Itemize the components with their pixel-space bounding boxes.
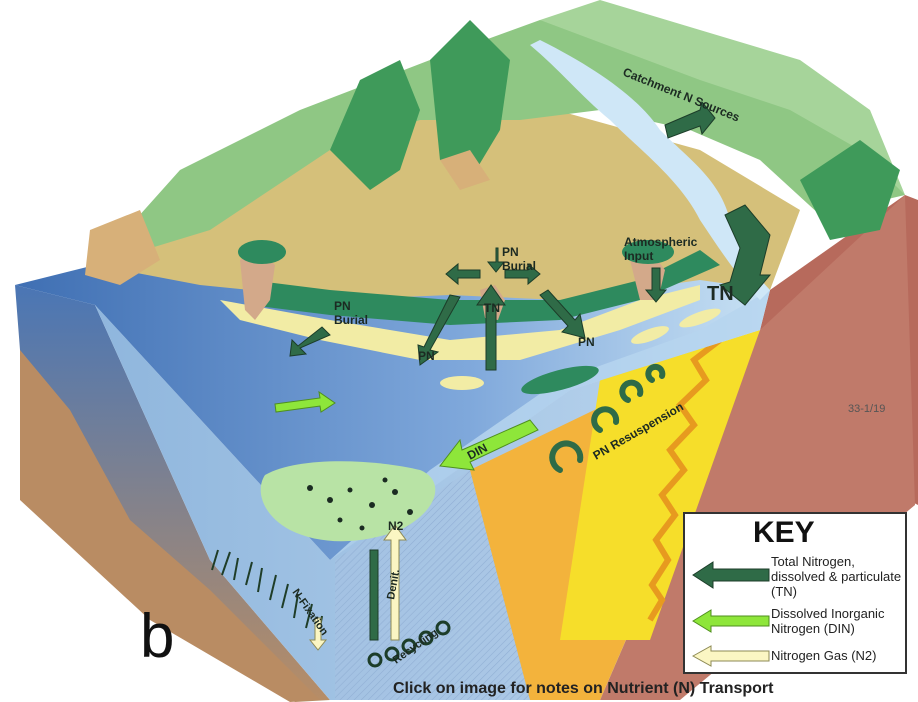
din-arrow-left xyxy=(274,390,336,413)
beach-sand xyxy=(220,285,700,360)
label-pn-burial-left-1: PN xyxy=(334,299,351,313)
key-text-tn: Total Nitrogen, dissolved & particulate … xyxy=(771,554,902,599)
shoal-3 xyxy=(631,326,669,344)
din-legend-arrow-icon xyxy=(692,609,770,633)
tn-arrow-burial-top xyxy=(486,247,506,273)
notes-link[interactable]: Click on image for notes on Nutrient (N)… xyxy=(393,680,774,697)
seagrass xyxy=(211,549,323,641)
resuspension-curls xyxy=(549,363,666,473)
tn-arrow-center-up xyxy=(476,284,506,371)
legend-key: KEY Total Nitrogen, dissolved & particul… xyxy=(683,512,907,674)
cliff-mid xyxy=(440,150,490,190)
key-item-din: Dissolved Inorganic Nitrogen (DIN) xyxy=(687,604,905,640)
sediment-sawtooth xyxy=(647,337,722,622)
far-hills xyxy=(540,0,905,195)
din-arrows xyxy=(274,390,539,471)
ridge-left xyxy=(330,60,420,190)
tn-arrow-atmos xyxy=(644,267,668,303)
tn-arrow-burial-left xyxy=(289,326,331,357)
tn-arrow-recycle-down xyxy=(369,549,379,641)
left-side-face xyxy=(15,285,330,702)
key-item-tn: Total Nitrogen, dissolved & particulate … xyxy=(687,554,905,604)
key-item-n2: Nitrogen Gas (N2) xyxy=(687,644,905,670)
label-tn-small: TN xyxy=(484,301,500,315)
shoal-1 xyxy=(440,376,484,390)
recycling-rings xyxy=(367,620,451,668)
tn-arrow-catchment xyxy=(664,100,716,139)
tn-arrow-pn-left xyxy=(417,294,461,366)
benthic-particles xyxy=(307,477,413,531)
panel-letter: b xyxy=(140,602,175,671)
cliff-left xyxy=(85,210,160,285)
green-marsh-band xyxy=(250,250,720,325)
din-arrow-main xyxy=(439,419,539,471)
tn-arrow-burial-top-r xyxy=(504,262,541,286)
tn-arrow-burial-top-l xyxy=(445,262,481,286)
tn-arrows xyxy=(289,100,772,641)
tn-legend-arrow-icon xyxy=(692,561,770,589)
label-pn-burial-top-1: PN xyxy=(502,245,519,259)
label-atmospheric-2: Input xyxy=(624,249,653,263)
label-pn-burial-top-2: Burial xyxy=(502,259,536,273)
label-tn-main: TN xyxy=(707,283,734,305)
label-atmospheric-1: Atmospheric xyxy=(624,235,698,249)
label-pn-burial-left-2: Burial xyxy=(334,313,368,327)
key-text-din: Dissolved Inorganic Nitrogen (DIN) xyxy=(771,606,885,636)
left-seabed-brown xyxy=(20,350,320,702)
label-pn-left: PN xyxy=(418,349,435,363)
n2-arrow-fixation xyxy=(308,617,328,651)
shoal-2 xyxy=(521,365,599,395)
key-text-n2: Nitrogen Gas (N2) xyxy=(771,648,877,663)
tn-arrow-big xyxy=(718,204,772,306)
figure-number: 33-1/19 xyxy=(848,403,885,415)
key-title: KEY xyxy=(753,516,815,549)
benthic-area xyxy=(260,461,436,542)
shallow-water-band xyxy=(330,290,770,560)
ridge-mid xyxy=(430,20,510,180)
n2-arrow-denit xyxy=(383,524,407,641)
label-pn-right: PN xyxy=(578,335,595,349)
upland-green xyxy=(95,20,905,265)
shoal-4 xyxy=(679,308,721,328)
right-rock-face xyxy=(600,195,915,700)
ridge-right xyxy=(800,140,900,240)
tree-left xyxy=(238,240,286,320)
tn-arrow-pn-right xyxy=(539,289,586,339)
label-n2: N2 xyxy=(388,519,404,533)
n2-arrows xyxy=(308,524,407,651)
label-denit: Denit. xyxy=(385,568,402,600)
n2-legend-arrow-icon xyxy=(691,645,770,667)
